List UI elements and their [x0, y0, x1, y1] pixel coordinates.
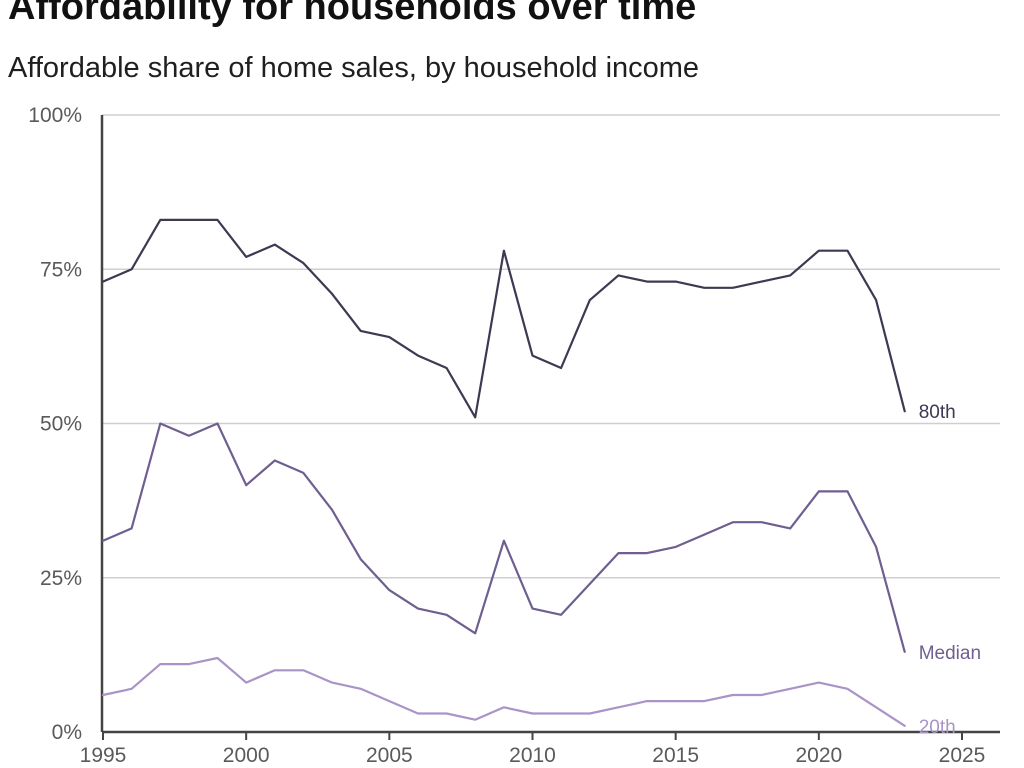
- series-line-20th: [101, 656, 906, 727]
- y-tick-label: 75%: [40, 258, 82, 281]
- x-tick-label: 2020: [795, 744, 842, 767]
- chart-title: Affordability for households over time: [8, 0, 697, 28]
- series-line-80th: [101, 218, 906, 419]
- series-label-20th: 20th: [919, 717, 956, 738]
- y-tick-label: 50%: [40, 413, 82, 436]
- series-line-median: [101, 422, 906, 653]
- x-tick-label: 1995: [80, 744, 127, 767]
- x-tick-label: 2000: [223, 744, 270, 767]
- x-tick-label: 2005: [366, 744, 413, 767]
- series-label-80th: 80th: [919, 402, 956, 423]
- x-tick-label: 2015: [652, 744, 699, 767]
- y-tick-label: 25%: [40, 567, 82, 590]
- y-tick-label: 0%: [52, 721, 82, 744]
- series-label-median: Median: [919, 643, 981, 664]
- x-tick-label: 2025: [939, 744, 986, 767]
- x-tick-label: 2010: [509, 744, 556, 767]
- chart-subtitle: Affordable share of home sales, by house…: [8, 52, 700, 84]
- y-tick-label: 100%: [28, 104, 82, 127]
